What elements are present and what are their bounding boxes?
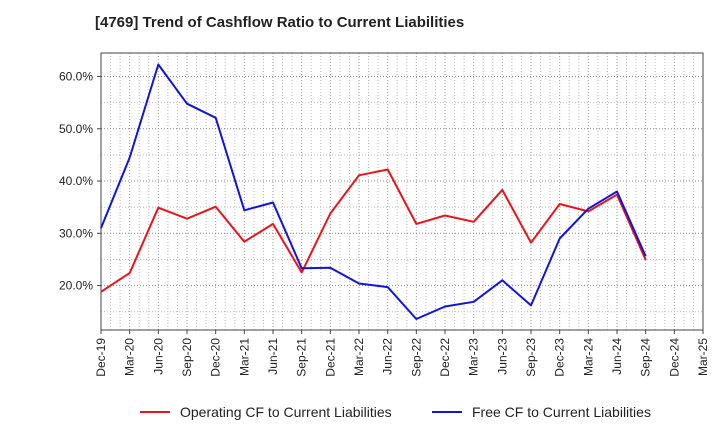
series-layer — [100, 63, 647, 320]
legend-label-operating-cf: Operating CF to Current Liabilities — [180, 404, 392, 420]
x-tick-label: Sep-20 — [180, 338, 194, 377]
x-tick-label: Sep-24 — [639, 338, 653, 377]
x-tick-label: Dec-20 — [209, 338, 223, 377]
legend-label-free-cf: Free CF to Current Liabilities — [472, 404, 651, 420]
x-tick-label: Mar-24 — [581, 338, 595, 376]
x-tick-label: Dec-19 — [94, 338, 108, 377]
plot-frame — [100, 52, 704, 331]
series-line-0 — [100, 168, 647, 293]
y-tick-label: 60.0% — [59, 70, 93, 84]
x-tick-label: Sep-22 — [409, 338, 423, 377]
y-tick-label: 40.0% — [59, 174, 93, 188]
x-tick-label: Dec-24 — [667, 338, 681, 377]
series-line-1 — [100, 63, 647, 320]
legend-swatch-operating-cf — [140, 411, 170, 413]
axes — [97, 52, 704, 334]
x-tick-label: Jun-24 — [610, 338, 624, 375]
chart-title: [4769] Trend of Cashflow Ratio to Curren… — [95, 14, 465, 31]
x-tick-label: Mar-23 — [467, 338, 481, 376]
legend-item-operating-cf: Operating CF to Current Liabilities — [140, 404, 392, 420]
grid — [100, 53, 704, 330]
y-tick-label: 20.0% — [59, 279, 93, 293]
legend-item-free-cf: Free CF to Current Liabilities — [432, 404, 651, 420]
x-tick-label: Mar-25 — [696, 338, 710, 376]
x-tick-label: Mar-20 — [123, 338, 137, 376]
y-tick-label: 30.0% — [59, 226, 93, 240]
x-tick-label: Dec-22 — [438, 338, 452, 377]
x-tick-label: Jun-20 — [151, 338, 165, 375]
x-tick-label: Dec-23 — [553, 338, 567, 377]
legend-swatch-free-cf — [432, 411, 462, 413]
x-tick-label: Mar-21 — [237, 338, 251, 376]
x-tick-label: Sep-23 — [524, 338, 538, 377]
y-tick-label: 50.0% — [59, 122, 93, 136]
x-tick-label: Jun-22 — [381, 338, 395, 375]
y-tick-labels: 20.0% 30.0% 40.0% 50.0% 60.0% — [59, 70, 93, 293]
x-tick-label: Dec-21 — [323, 338, 337, 377]
x-tick-labels: Dec-19 Mar-20 Jun-20 Sep-20 Dec-20 Mar-21 Jun-… — [94, 338, 710, 377]
x-tick-label: Sep-21 — [295, 338, 309, 377]
x-tick-label: Jun-21 — [266, 338, 280, 375]
x-tick-label: Jun-23 — [495, 338, 509, 375]
x-tick-label: Mar-22 — [352, 338, 366, 376]
